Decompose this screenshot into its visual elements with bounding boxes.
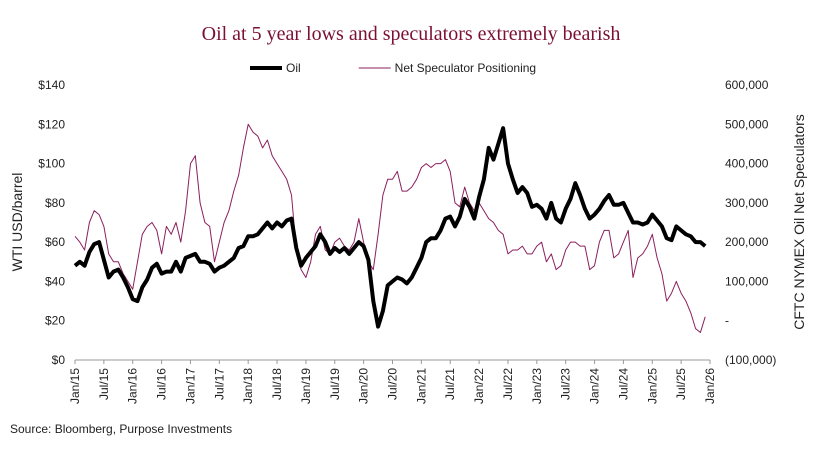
x-tick-label: Jul/25 — [674, 368, 688, 400]
y2-tick-label: 500,000 — [725, 117, 769, 131]
x-tick-label: Jan/20 — [357, 368, 371, 404]
x-tick-label: Jul/24 — [616, 368, 630, 400]
x-tick-label: Jan/24 — [588, 368, 602, 404]
y-tick-label: $20 — [45, 314, 65, 328]
x-tick-label: Jan/21 — [414, 368, 428, 404]
legend-label: Oil — [286, 61, 301, 75]
y2-tick-label: 200,000 — [725, 235, 769, 249]
y2-tick-label: 100,000 — [725, 274, 769, 288]
x-tick-label: Jul/16 — [155, 368, 169, 400]
x-tick-label: Jul/23 — [559, 368, 573, 400]
x-tick-label: Jul/21 — [443, 368, 457, 400]
y2-tick-label: 300,000 — [725, 196, 769, 210]
x-tick-label: Jul/18 — [270, 368, 284, 400]
series-line — [73, 126, 707, 329]
y-tick-label: $100 — [38, 157, 65, 171]
y-tick-label: $40 — [45, 274, 65, 288]
x-tick-label: Jan/22 — [472, 368, 486, 404]
series-line — [74, 123, 706, 333]
x-tick-label: Jan/16 — [126, 368, 140, 404]
legend-label: Net Speculator Positioning — [395, 61, 536, 75]
y-tick-label: $0 — [52, 353, 66, 367]
x-tick-label: Jul/17 — [212, 368, 226, 400]
y2-tick-label: (100,000) — [725, 353, 776, 367]
x-tick-label: Jul/22 — [501, 368, 515, 400]
x-tick-label: Jan/18 — [241, 368, 255, 404]
y-tick-label: $120 — [38, 117, 65, 131]
x-tick-label: Jul/20 — [386, 368, 400, 400]
y2-tick-label: - — [725, 314, 729, 328]
y2-axis-title: CFTC NYMEX Oil Net Speculators — [791, 114, 807, 330]
y2-tick-label: 400,000 — [725, 157, 769, 171]
x-tick-label: Jan/26 — [703, 368, 717, 404]
x-tick-label: Jan/23 — [530, 368, 544, 404]
y2-tick-label: 600,000 — [725, 78, 769, 92]
y-tick-label: $60 — [45, 235, 65, 249]
y-tick-label: $80 — [45, 196, 65, 210]
x-tick-label: Jan/15 — [68, 368, 82, 404]
chart-title: Oil at 5 year lows and speculators extre… — [202, 23, 621, 45]
y-axis-title: WTI USD/barrel — [9, 173, 25, 272]
x-tick-label: Jul/15 — [97, 368, 111, 400]
x-tick-label: Jan/25 — [645, 368, 659, 404]
x-tick-label: Jan/19 — [299, 368, 313, 404]
x-tick-label: Jul/19 — [328, 368, 342, 400]
source: Source: Bloomberg, Purpose Investments — [10, 422, 232, 436]
x-tick-label: Jan/17 — [183, 368, 197, 404]
y-tick-label: $140 — [38, 78, 65, 92]
